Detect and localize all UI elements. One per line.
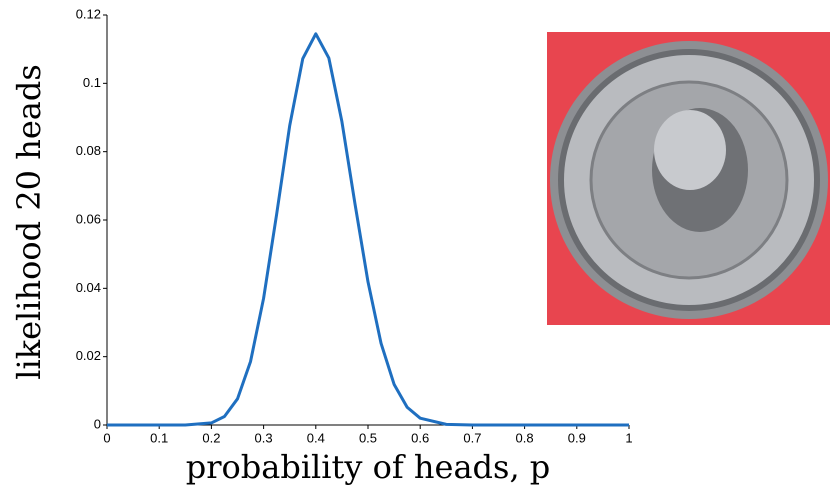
x-tick-label: 0 bbox=[103, 430, 110, 445]
x-tick-label: 0.8 bbox=[516, 430, 534, 445]
y-tick-label: 0.08 bbox=[76, 143, 101, 158]
y-tick-label: 0.02 bbox=[76, 348, 101, 363]
y-axis-label: likelihood 20 heads bbox=[10, 64, 48, 379]
x-axis-label: probability of heads, p bbox=[186, 448, 551, 486]
x-tick-label: 0.5 bbox=[359, 430, 377, 445]
y-tick-label: 0 bbox=[94, 416, 101, 431]
y-tick-label: 0.04 bbox=[76, 280, 101, 295]
x-tick-label: 1 bbox=[625, 430, 632, 445]
x-tick-label: 0.3 bbox=[255, 430, 273, 445]
y-tick-label: 0.06 bbox=[76, 211, 101, 226]
x-tick-label: 0.7 bbox=[463, 430, 481, 445]
x-tick-label: 0.2 bbox=[202, 430, 220, 445]
y-tick-label: 0.12 bbox=[76, 6, 101, 21]
x-tick-label: 0.6 bbox=[411, 430, 429, 445]
x-tick-label: 0.9 bbox=[568, 430, 586, 445]
x-tick-label: 0.1 bbox=[150, 430, 168, 445]
coin-photo bbox=[547, 32, 830, 325]
x-tick-label: 0.4 bbox=[307, 430, 325, 445]
likelihood-line bbox=[107, 32, 629, 427]
y-tick-label: 0.1 bbox=[83, 75, 101, 90]
